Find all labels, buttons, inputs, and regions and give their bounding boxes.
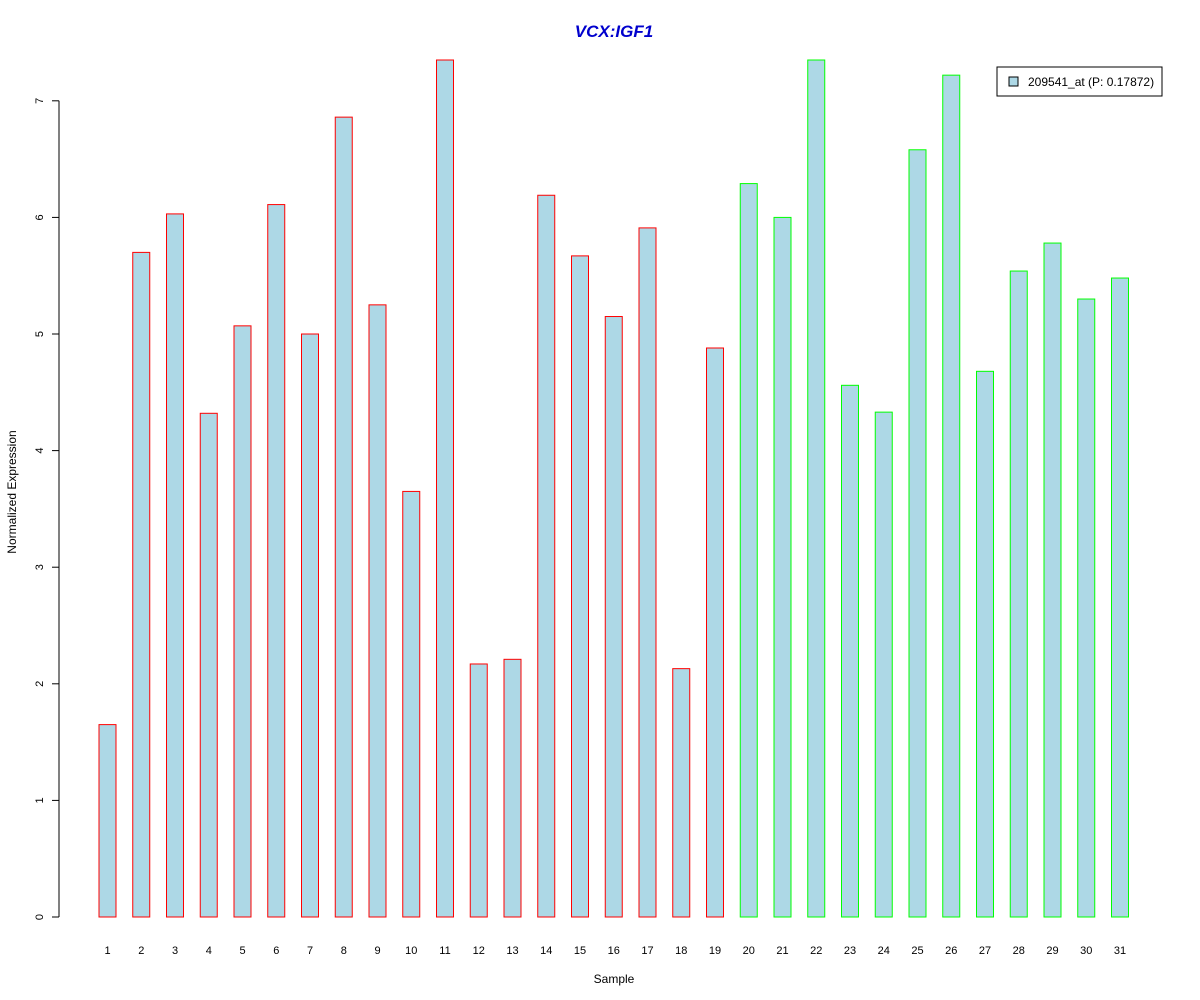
bar (1043, 242, 1062, 918)
x-tick-label: 28 (1013, 945, 1025, 957)
y-tick-label: 0 (34, 914, 46, 920)
bar (402, 490, 421, 918)
y-tick-label: 7 (34, 98, 46, 104)
bar (1009, 270, 1028, 918)
x-tick-label: 24 (878, 945, 890, 957)
x-tick-label: 8 (341, 945, 347, 957)
legend-box (996, 66, 1163, 97)
x-tick-label: 20 (743, 945, 755, 957)
legend: 209541_at (P: 0.17872) (996, 66, 1163, 97)
x-tick-label: 2 (138, 945, 144, 957)
bar (942, 74, 961, 918)
x-tick-label: 9 (374, 945, 380, 957)
x-tick-label: 29 (1046, 945, 1058, 957)
bar (301, 333, 319, 918)
x-tick-label: 5 (239, 945, 245, 957)
x-tick-label: 4 (206, 945, 212, 957)
bar (98, 724, 117, 918)
bar (604, 316, 623, 918)
x-tick-label: 13 (506, 945, 518, 957)
bar (537, 194, 556, 918)
bar (166, 213, 184, 918)
x-tick-label: 30 (1080, 945, 1092, 957)
x-tick-label: 3 (172, 945, 178, 957)
bar (436, 59, 454, 918)
x-tick-label: 17 (641, 945, 653, 957)
bar (132, 251, 151, 918)
y-axis-title: Normalized Expression (5, 430, 19, 553)
y-tick-label: 5 (34, 331, 46, 337)
bar (638, 227, 657, 918)
bars (98, 59, 1129, 918)
bar (976, 370, 994, 918)
x-axis-title: Sample (594, 972, 635, 986)
y-tick-label: 2 (34, 681, 46, 687)
bar (503, 658, 522, 918)
x-tick-label: 22 (810, 945, 822, 957)
bar (233, 325, 252, 918)
y-axis: 0 1 2 3 4 5 6 7 (34, 98, 60, 920)
x-tick-label: 11 (439, 945, 450, 957)
bar (1111, 277, 1129, 918)
bar (706, 347, 724, 918)
bar (908, 149, 927, 918)
x-tick-label: 19 (709, 945, 721, 957)
x-tick-labels: 1 2 3 4 5 6 7 8 9 10 11 12 13 14 15 16 17 18 19 20 21 22 23 24 2… (104, 945, 1126, 957)
x-tick-label: 10 (405, 945, 417, 957)
bar (1077, 298, 1096, 918)
x-tick-label: 27 (979, 945, 991, 957)
x-tick-label: 21 (776, 945, 788, 957)
x-tick-label: 26 (945, 945, 957, 957)
bar (773, 216, 792, 918)
x-tick-label: 6 (273, 945, 279, 957)
y-tick-label: 3 (34, 564, 46, 570)
x-tick-label: 12 (473, 945, 485, 957)
bar (469, 663, 488, 918)
legend-label: 209541_at (P: 0.17872) (1028, 75, 1154, 89)
y-tick-label: 4 (34, 448, 46, 454)
bar (334, 116, 353, 918)
x-tick-label: 18 (675, 945, 687, 957)
bar (368, 304, 387, 918)
chart-title: VCX:IGF1 (575, 22, 653, 41)
x-tick-label: 7 (307, 945, 313, 957)
x-tick-label: 1 (104, 945, 110, 957)
bar (199, 412, 218, 918)
bar (807, 59, 826, 918)
bar (571, 255, 589, 918)
x-tick-label: 15 (574, 945, 586, 957)
bar (267, 204, 286, 918)
x-tick-label: 14 (540, 945, 552, 957)
bar (874, 411, 893, 918)
y-tick-label: 6 (34, 214, 46, 220)
legend-swatch (1008, 76, 1019, 87)
x-tick-label: 25 (911, 945, 923, 957)
bar (739, 183, 758, 918)
bar (672, 668, 691, 918)
bar (841, 384, 859, 918)
x-tick-label: 16 (608, 945, 620, 957)
x-tick-label: 31 (1114, 945, 1126, 957)
x-tick-label: 23 (844, 945, 856, 957)
y-tick-label: 1 (34, 797, 46, 803)
